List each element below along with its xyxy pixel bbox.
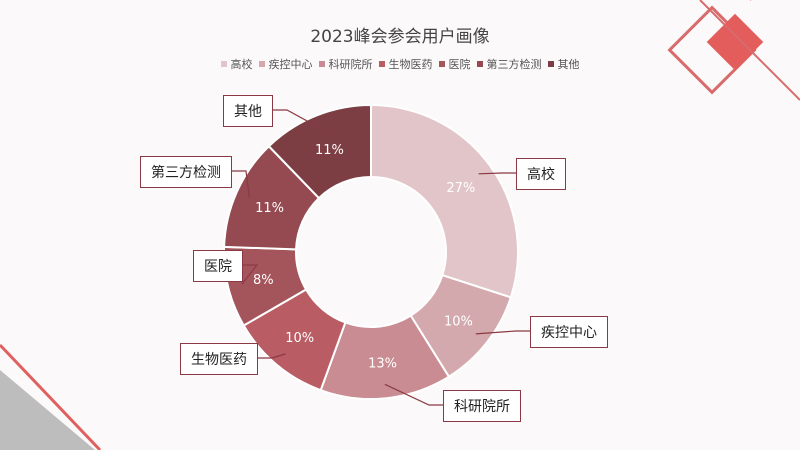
data-label: 13% bbox=[368, 356, 397, 371]
data-label: 27% bbox=[446, 181, 475, 196]
legend-item[interactable]: 高校 bbox=[220, 56, 253, 72]
legend-swatch bbox=[318, 61, 325, 67]
category-label: 生物医药 bbox=[180, 343, 258, 375]
legend-swatch bbox=[547, 61, 554, 67]
leader-line bbox=[232, 170, 251, 198]
legend-label: 生物医药 bbox=[388, 58, 433, 71]
category-label: 疾控中心 bbox=[530, 316, 608, 348]
category-label: 科研院所 bbox=[443, 390, 521, 422]
legend-label: 科研院所 bbox=[328, 58, 373, 71]
legend-item[interactable]: 医院 bbox=[438, 56, 471, 72]
donut-slice[interactable] bbox=[267, 103, 372, 200]
category-label: 高校 bbox=[516, 158, 566, 190]
legend-swatch bbox=[438, 61, 445, 67]
legend-item[interactable]: 科研院所 bbox=[318, 56, 373, 72]
leader-line bbox=[258, 353, 286, 359]
legend-item[interactable]: 生物医药 bbox=[378, 56, 433, 72]
legend-swatch bbox=[258, 61, 265, 67]
leader-line bbox=[384, 383, 443, 406]
legend-item[interactable]: 其他 bbox=[547, 56, 580, 72]
chart-title: 2023峰会参会用户画像 bbox=[310, 27, 490, 47]
legend: 高校 疾控中心 科研院所 生物医药 医院 第三方检测 其他 bbox=[0, 56, 800, 72]
data-label: 10% bbox=[285, 331, 314, 346]
leader-line bbox=[478, 172, 516, 175]
leader-line bbox=[475, 330, 530, 335]
data-label: 11% bbox=[315, 143, 344, 158]
leader-line bbox=[273, 109, 322, 130]
legend-swatch bbox=[378, 61, 385, 67]
data-label: 10% bbox=[444, 314, 473, 329]
data-label: 8% bbox=[253, 273, 274, 288]
category-label: 第三方检测 bbox=[140, 156, 232, 188]
legend-label: 高校 bbox=[230, 58, 253, 71]
donut-slice[interactable] bbox=[370, 103, 519, 299]
legend-item[interactable]: 第三方检测 bbox=[476, 56, 542, 72]
category-label: 医院 bbox=[193, 250, 243, 282]
category-label: 其他 bbox=[223, 95, 273, 127]
data-label: 11% bbox=[255, 201, 284, 216]
legend-label: 疾控中心 bbox=[268, 58, 313, 71]
leader-line bbox=[241, 264, 259, 285]
legend-label: 其他 bbox=[557, 58, 580, 71]
legend-swatch bbox=[220, 61, 227, 67]
legend-item[interactable]: 疾控中心 bbox=[258, 56, 313, 72]
legend-swatch bbox=[476, 61, 483, 67]
legend-label: 第三方检测 bbox=[486, 58, 542, 71]
legend-label: 医院 bbox=[448, 58, 471, 71]
